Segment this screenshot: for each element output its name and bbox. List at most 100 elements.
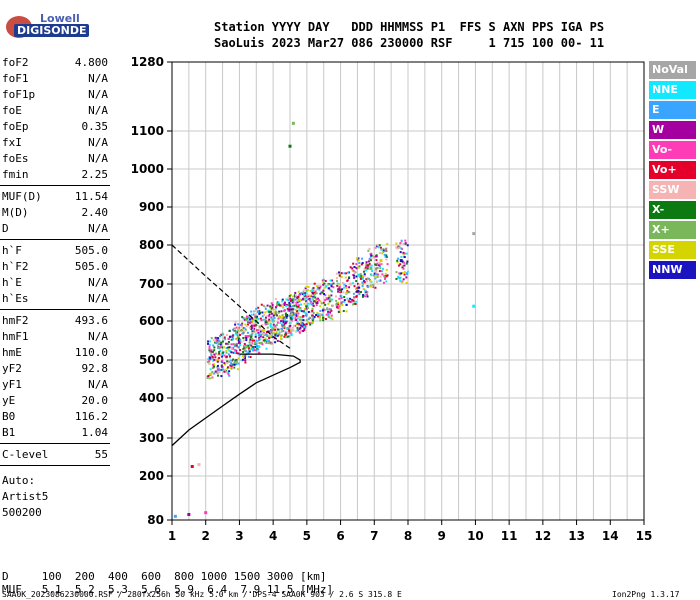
echo-point: [298, 315, 301, 318]
echo-point: [243, 327, 246, 330]
echo-point: [275, 330, 278, 333]
echo-point: [208, 362, 211, 365]
echo-point: [361, 295, 364, 298]
echo-point: [352, 274, 355, 277]
echo-point: [274, 313, 277, 316]
echo-point: [345, 292, 348, 295]
echo-point: [250, 324, 253, 327]
echo-point: [339, 304, 342, 307]
echo-point: [220, 375, 223, 378]
echo-point: [364, 290, 367, 293]
echo-point: [257, 348, 260, 351]
y-tick-label: 200: [139, 469, 164, 483]
echo-point: [322, 310, 325, 313]
echo-point: [251, 345, 254, 348]
echo-point: [235, 331, 238, 334]
echo-point: [312, 295, 315, 298]
param-name: hmF2: [2, 314, 29, 327]
echo-point: [260, 333, 263, 336]
echo-point: [361, 257, 364, 260]
echo-point: [405, 252, 408, 255]
echo-point: [303, 326, 306, 329]
echo-point: [322, 316, 325, 319]
echo-point: [225, 347, 228, 350]
echo-point: [250, 342, 253, 345]
echo-point: [369, 256, 372, 259]
echo-point: [223, 338, 226, 341]
echo-point: [268, 318, 271, 321]
echo-point: [278, 315, 281, 318]
echo-point: [362, 282, 365, 285]
echo-point: [243, 330, 246, 333]
echo-point: [338, 311, 341, 314]
echo-point: [290, 308, 293, 311]
echo-point: [305, 323, 308, 326]
echo-point: [308, 299, 311, 302]
echo-point: [366, 291, 369, 294]
param-hmf1: hmF1 N/A: [2, 330, 108, 346]
y-tick-label: 1100: [131, 124, 164, 138]
echo-point: [265, 333, 268, 336]
param-value: N/A: [88, 378, 108, 391]
echo-point: [335, 277, 338, 280]
echo-point: [275, 332, 278, 335]
panel-separator: [0, 185, 110, 186]
echo-point: [298, 294, 301, 297]
echo-point: [366, 267, 369, 270]
param-name: C-level: [2, 448, 49, 461]
echo-point: [403, 264, 406, 267]
echo-point: [230, 338, 233, 341]
echo-point: [302, 298, 305, 301]
echo-point: [241, 316, 244, 319]
echo-point: [261, 311, 264, 314]
echo-point: [338, 297, 341, 300]
echo-point: [262, 332, 265, 335]
echo-point: [264, 321, 268, 325]
echo-point: [288, 308, 291, 311]
param-name: fmin: [2, 168, 29, 181]
echo-point: [287, 331, 290, 334]
echo-point: [356, 259, 359, 262]
echo-point: [274, 334, 277, 337]
chart-grid: [171, 61, 645, 521]
echo-point: [274, 334, 277, 337]
echo-point: [357, 259, 360, 262]
echo-point: [265, 320, 268, 323]
echo-point: [217, 360, 220, 363]
echo-point: [287, 335, 290, 338]
echo-point: [340, 272, 343, 275]
echo-point: [281, 326, 284, 329]
echo-point: [210, 337, 213, 340]
echo-point: [261, 329, 264, 332]
echo-point: [249, 316, 252, 319]
echo-point: [243, 346, 246, 349]
echo-point: [261, 329, 264, 332]
param-name: fxI: [2, 136, 22, 149]
echo-point: [225, 371, 228, 374]
echo-point: [400, 281, 403, 284]
echo-point: [235, 338, 238, 341]
echo-point: [302, 319, 305, 322]
echo-point: [211, 371, 214, 374]
echo-point: [363, 273, 366, 276]
echo-point: [329, 289, 332, 292]
legend-item-sse: SSE: [649, 241, 696, 259]
echo-point: [228, 355, 231, 358]
echo-point: [244, 328, 247, 331]
echo-point: [250, 335, 253, 338]
panel-separator: [0, 309, 110, 310]
echo-point: [472, 232, 476, 236]
param-value: 0.35: [81, 120, 109, 133]
echo-point: [313, 315, 316, 318]
echo-point: [235, 349, 238, 352]
echo-point: [325, 285, 328, 288]
echo-point: [318, 288, 321, 291]
echo-point: [291, 326, 294, 329]
echo-point: [237, 337, 240, 340]
echo-point: [301, 316, 304, 319]
echo-point: [222, 333, 225, 336]
echo-point: [337, 271, 340, 274]
echo-point: [285, 305, 288, 308]
echo-point: [224, 363, 227, 366]
echo-point: [374, 276, 377, 279]
